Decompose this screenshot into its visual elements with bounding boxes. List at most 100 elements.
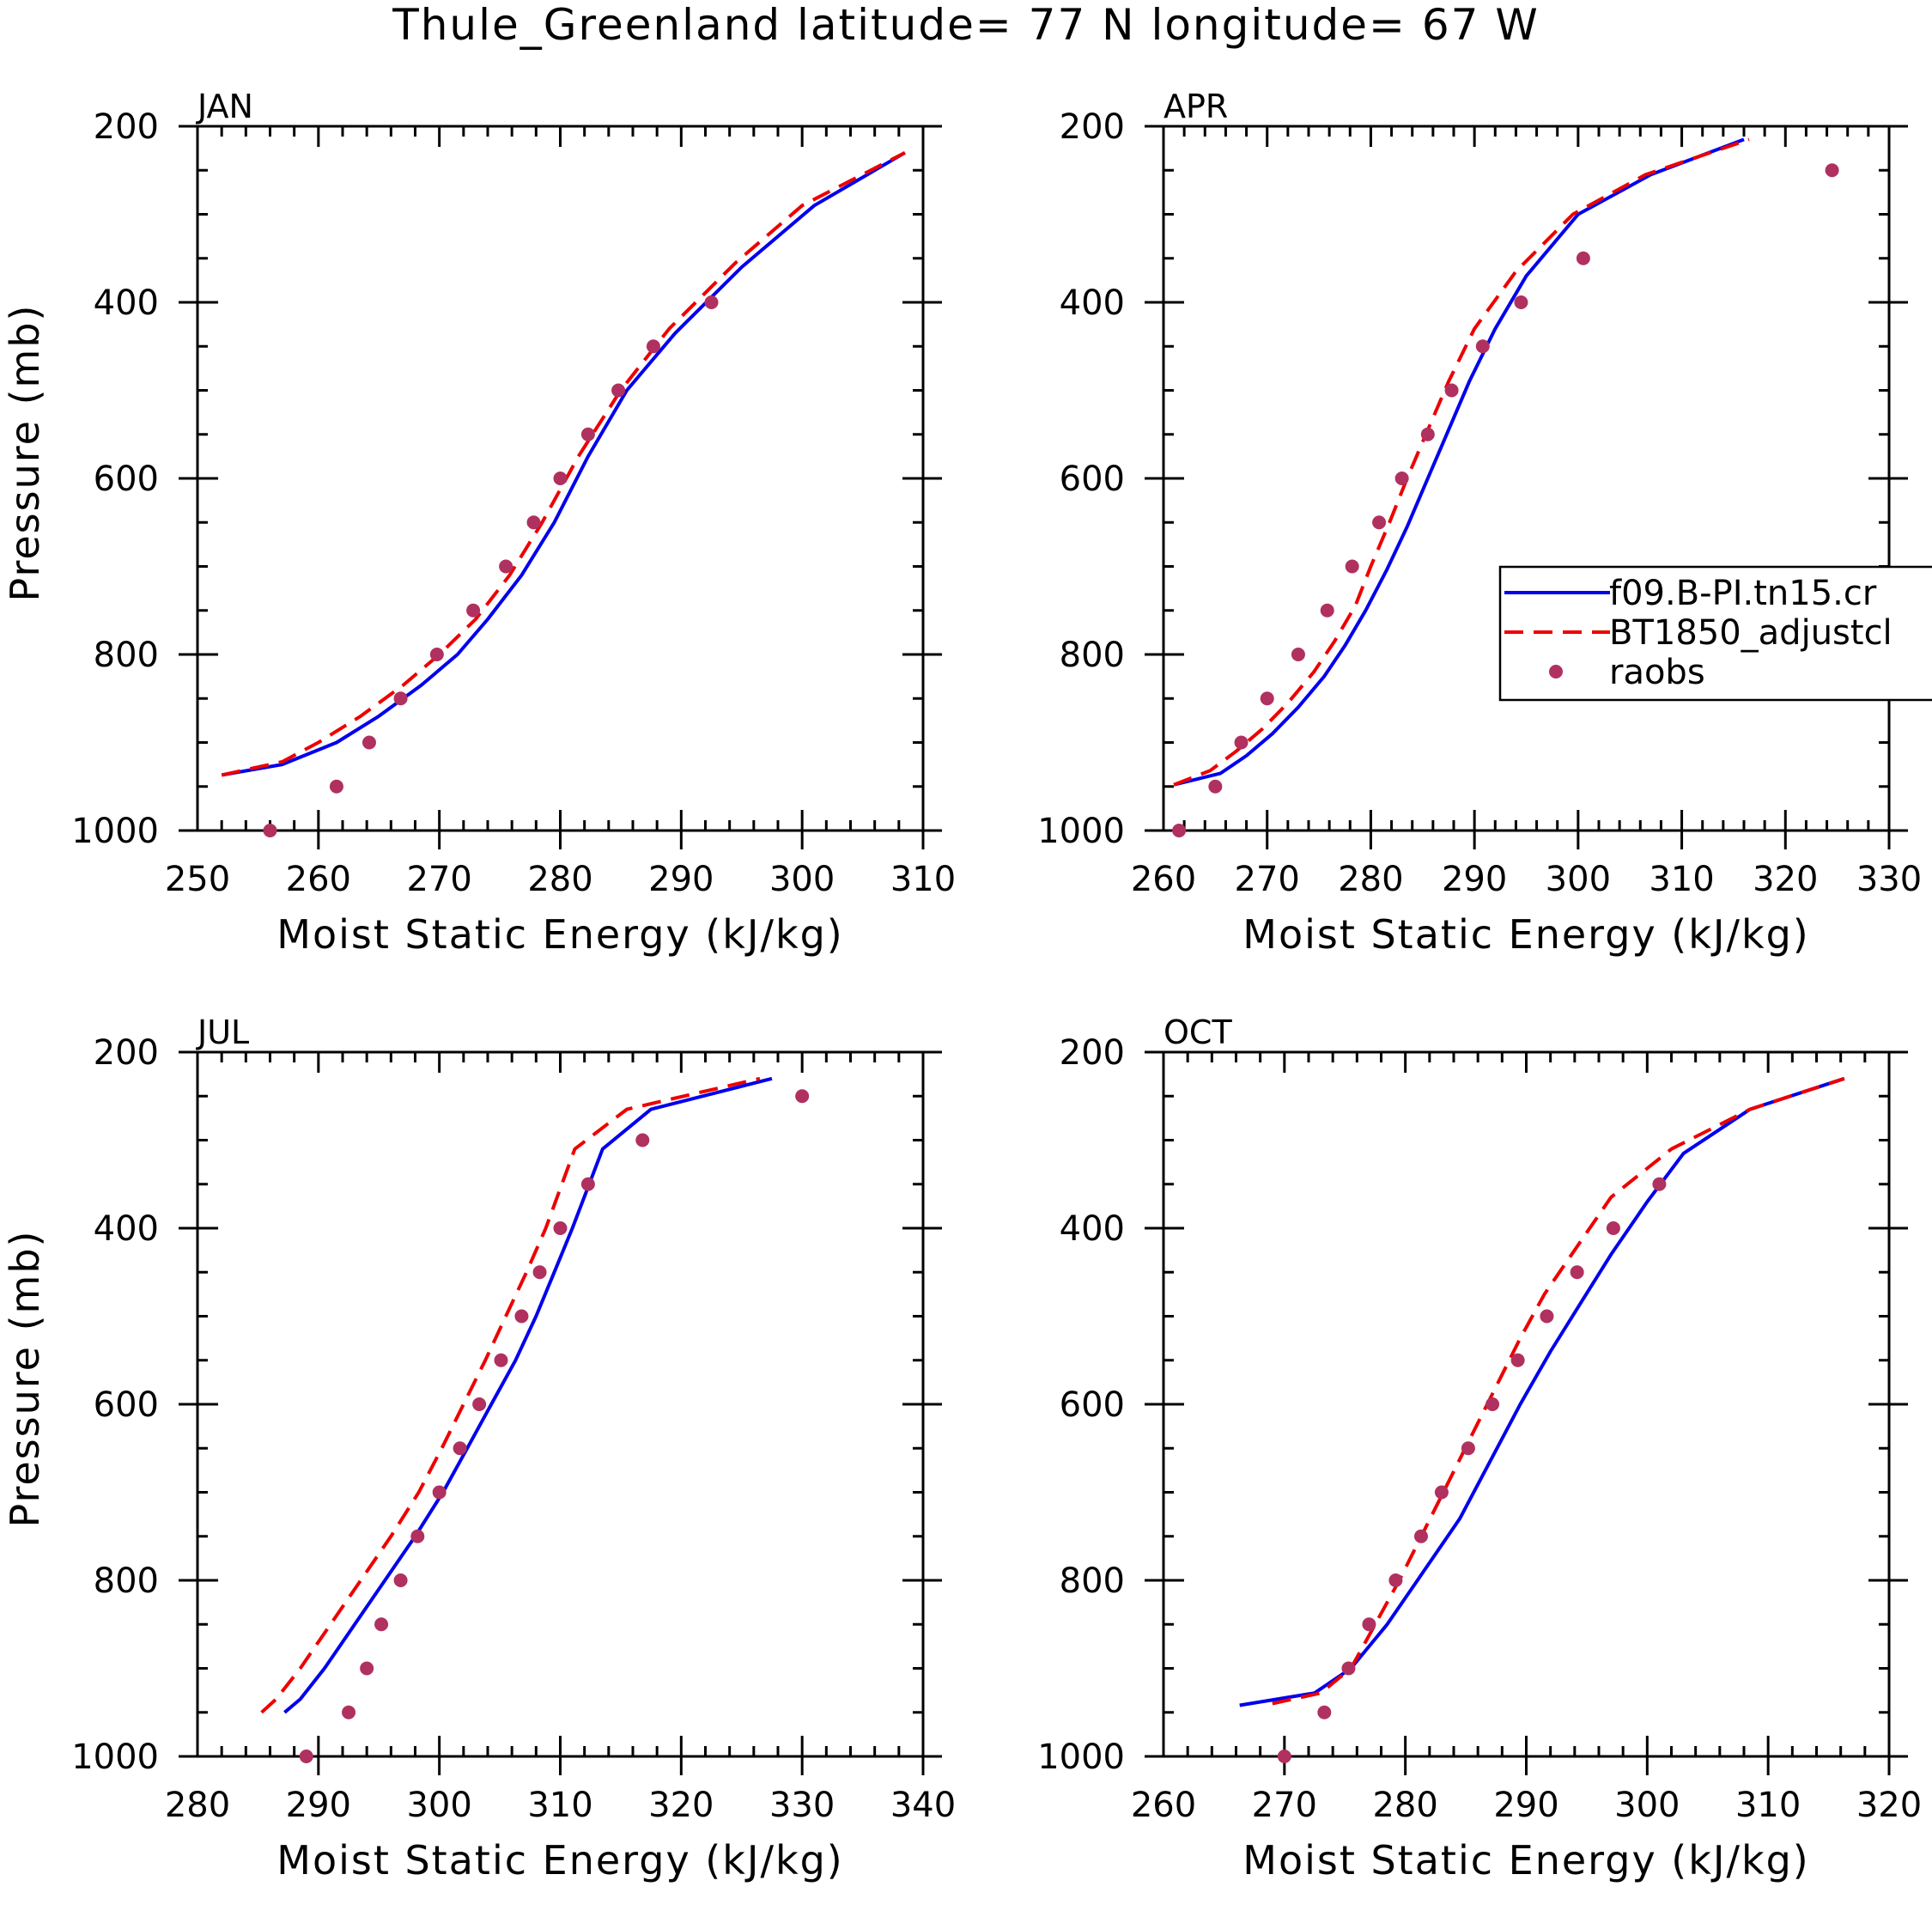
y-tick-label: 1000 — [1037, 1737, 1125, 1777]
panel-apr: APR 260 270 280 290 300 310 320 330 200 400 600 800 1… — [1037, 88, 1922, 958]
series-line-f09 — [221, 151, 906, 777]
x-axis-label: Moist Static Energy (kJ/kg) — [276, 1837, 844, 1884]
panel-title: OCT — [1163, 1013, 1232, 1051]
x-tick-label: 310 — [1735, 1786, 1801, 1825]
raob-point — [795, 1089, 810, 1104]
x-tick-label: 280 — [1338, 860, 1403, 899]
panel-title: APR — [1163, 88, 1228, 125]
plot-area — [1173, 137, 1750, 787]
x-tick-label: 310 — [527, 1786, 592, 1825]
plot-frame — [1162, 125, 1891, 832]
y-tick-label: 400 — [94, 1209, 159, 1249]
y-tick-label: 600 — [94, 459, 159, 499]
panel-jan: JAN 250 260 270 280 290 300 310 200 400 600 800 1000… — [2, 88, 956, 958]
y-tick-label: 400 — [1060, 1209, 1125, 1249]
raob-point — [499, 559, 513, 574]
raob-point — [299, 1750, 313, 1763]
raob-point — [611, 383, 626, 398]
legend-marker — [1549, 665, 1563, 679]
raob-point — [1277, 1750, 1291, 1763]
y-tick-label: 800 — [1060, 636, 1125, 675]
raob-point — [360, 1661, 374, 1676]
x-tick-label: 290 — [286, 1786, 351, 1825]
x-tick-label: 300 — [1546, 860, 1611, 899]
plot-area — [1239, 1076, 1845, 1707]
raob-point — [1485, 1397, 1500, 1411]
raob-point — [1320, 603, 1334, 618]
raob-point — [1540, 1309, 1554, 1324]
panel-oct: OCT 260 270 280 290 300 310 320 200 400 600 800 1000… — [1037, 1013, 1922, 1884]
legend-label: BT1850_adjustcl — [1609, 613, 1893, 653]
raob-point — [1362, 1617, 1376, 1632]
y-tick-label: 200 — [1060, 1033, 1125, 1073]
x-tick-label: 260 — [286, 860, 351, 899]
raob-point — [1652, 1177, 1667, 1191]
raob-point — [1394, 472, 1409, 485]
y-tick-label: 800 — [1060, 1561, 1125, 1601]
raob-point — [1510, 1353, 1525, 1367]
raob-point — [526, 515, 541, 530]
panel-title: JUL — [196, 1013, 249, 1051]
raob-point — [342, 1705, 356, 1719]
raob-point — [1825, 163, 1839, 178]
x-tick-label: 280 — [165, 1786, 230, 1825]
raob-point — [1420, 427, 1435, 441]
raob-point — [635, 1133, 650, 1147]
raob-point — [1570, 1265, 1584, 1280]
raob-point — [1234, 735, 1249, 750]
x-tick-label: 310 — [1649, 860, 1714, 899]
raob-point — [393, 691, 408, 706]
raob-point — [393, 1573, 408, 1587]
x-tick-label: 320 — [648, 1786, 714, 1825]
y-tick-label: 1000 — [1037, 812, 1125, 851]
y-tick-label: 600 — [1060, 1385, 1125, 1425]
raob-point — [1208, 779, 1223, 794]
raob-point — [646, 339, 660, 354]
raob-point — [1341, 1661, 1356, 1676]
y-tick-label: 800 — [94, 636, 159, 675]
y-tick-label: 400 — [94, 283, 159, 323]
raob-point — [580, 1177, 595, 1191]
raob-point — [329, 779, 343, 794]
legend-entry-2: BT1850_adjustcl — [1504, 613, 1893, 653]
x-tick-label: 270 — [406, 860, 471, 899]
y-tick-label: 600 — [94, 1385, 159, 1425]
raob-point — [553, 472, 568, 485]
raob-point — [553, 1221, 568, 1235]
x-tick-label: 270 — [1252, 1786, 1317, 1825]
x-tick-label: 300 — [406, 1786, 471, 1825]
x-tick-label: 290 — [1442, 860, 1507, 899]
y-tick-label: 200 — [1060, 107, 1125, 147]
x-tick-label: 300 — [769, 860, 835, 899]
y-tick-label: 200 — [94, 1033, 159, 1073]
x-tick-label: 260 — [1131, 1786, 1196, 1825]
y-axis-label: Pressure (mb) — [2, 1230, 48, 1528]
y-tick-label: 400 — [1060, 283, 1125, 323]
legend-entry-1: f09.B-PI.tn15.cr — [1504, 574, 1877, 613]
plot-area — [260, 1076, 773, 1714]
x-tick-label: 330 — [769, 1786, 835, 1825]
x-tick-label: 290 — [648, 860, 714, 899]
legend-label: f09.B-PI.tn15.cr — [1609, 574, 1877, 613]
raob-point — [704, 295, 719, 309]
series-line-f09 — [283, 1076, 773, 1714]
y-axis-label: Pressure (mb) — [2, 304, 48, 602]
raob-point — [494, 1353, 508, 1367]
raob-point — [580, 427, 595, 441]
plot-frame — [1162, 1050, 1891, 1758]
x-axis-label: Moist Static Energy (kJ/kg) — [276, 911, 844, 958]
x-tick-label: 290 — [1493, 1786, 1558, 1825]
y-tick-label: 1000 — [71, 1737, 159, 1777]
panel-jul: JUL 280 290 300 310 320 330 340 200 400 600 800 1000… — [2, 1013, 956, 1884]
plot-area — [221, 151, 906, 777]
x-axis-label: Moist Static Energy (kJ/kg) — [1242, 911, 1810, 958]
raob-point — [410, 1529, 425, 1543]
x-tick-label: 310 — [890, 860, 956, 899]
raob-point — [466, 603, 481, 618]
raob-point — [532, 1265, 547, 1280]
raob-point — [374, 1617, 389, 1632]
panels: JAN 250 260 270 280 290 300 310 200 400 600 800 1000… — [2, 88, 1922, 1884]
y-tick-label: 200 — [94, 107, 159, 147]
